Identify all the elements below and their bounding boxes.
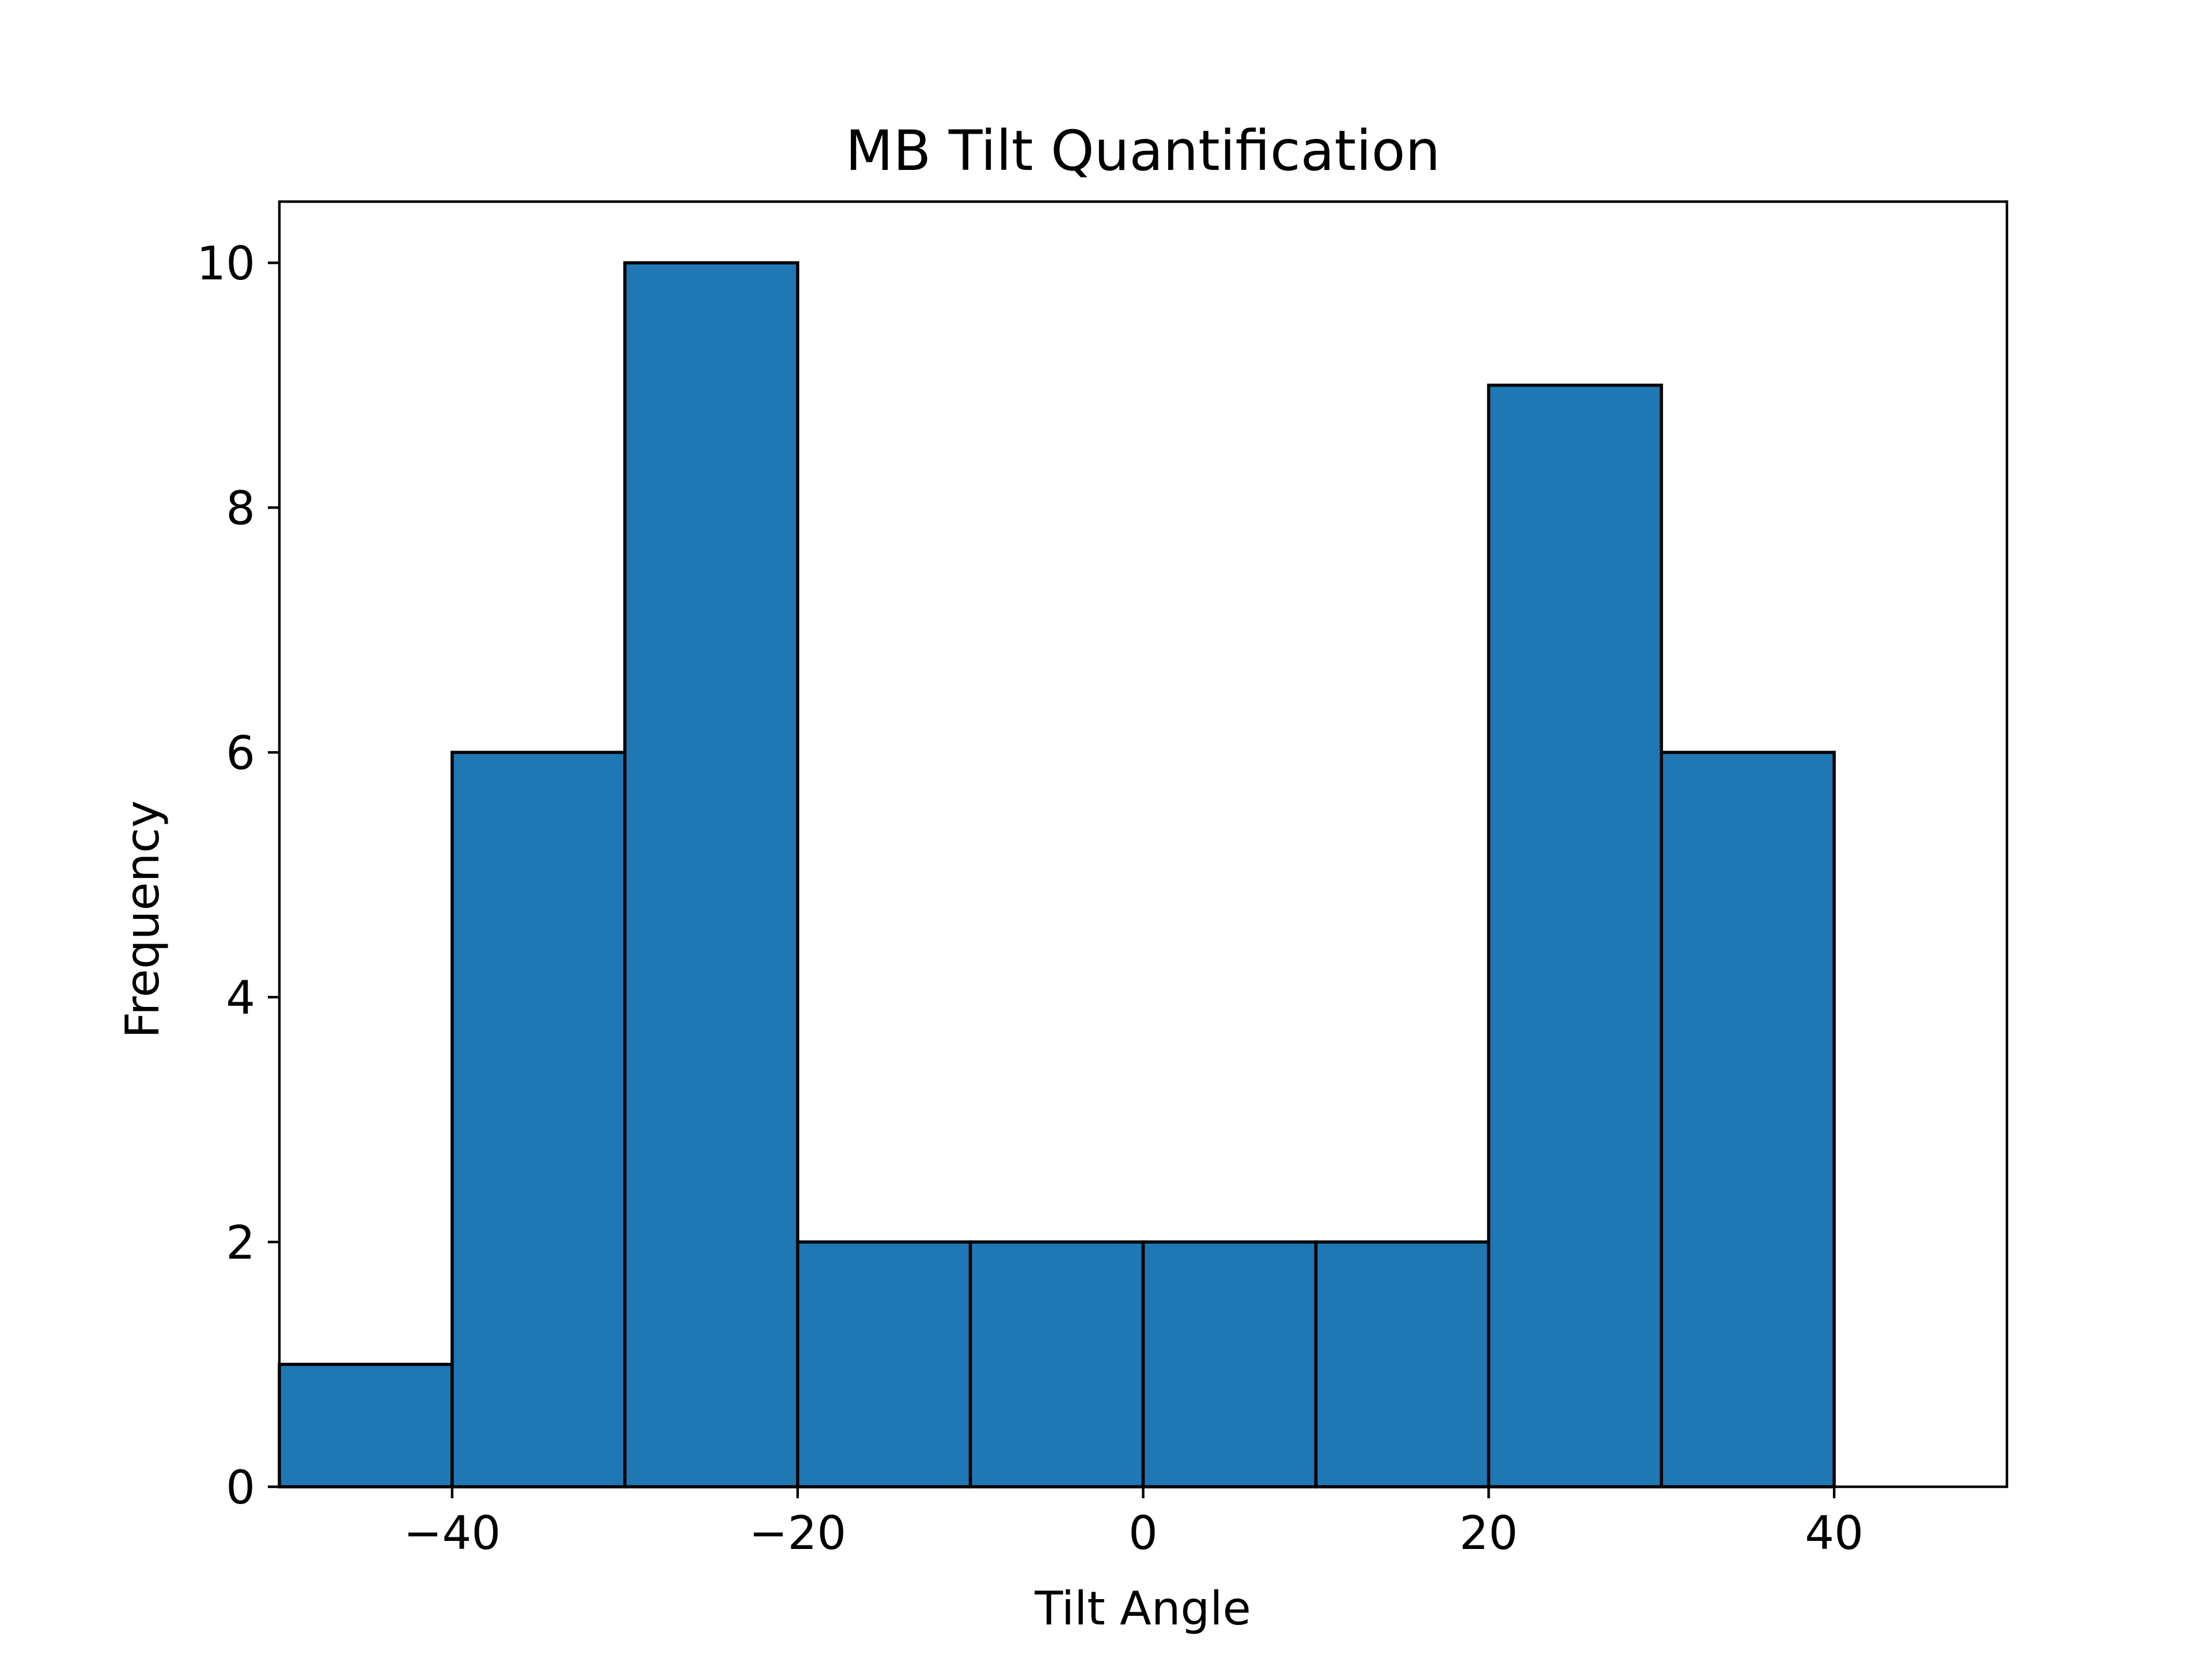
histogram-bar	[1487, 383, 1663, 1488]
y-axis-label: Frequency	[116, 800, 169, 1038]
histogram-bar	[968, 1240, 1145, 1488]
x-tick-label: 40	[1805, 1506, 1863, 1560]
histogram-bar	[1660, 751, 1836, 1488]
x-tick-label: 20	[1459, 1506, 1518, 1560]
histogram-bar	[278, 1362, 454, 1488]
y-tick-label: 10	[196, 237, 255, 290]
y-tick-label: 4	[226, 971, 255, 1025]
histogram-bar	[450, 751, 627, 1488]
histogram-bar	[1141, 1240, 1318, 1488]
y-tick-label: 0	[226, 1461, 255, 1514]
x-axis-ticks: −40 −20 0 20 40	[403, 1487, 1863, 1560]
y-axis-ticks: 0 2 4 6 8 10	[196, 237, 279, 1514]
x-tick-label: 0	[1128, 1506, 1158, 1560]
histogram-bar	[796, 1240, 972, 1488]
x-tick-label: −20	[749, 1506, 846, 1560]
x-tick-label: −40	[403, 1506, 501, 1560]
histogram-bar	[1314, 1240, 1491, 1488]
x-axis-label: Tilt Angle	[1034, 1582, 1251, 1635]
y-tick-label: 8	[226, 482, 255, 535]
y-tick-label: 6	[226, 726, 255, 780]
bars-group	[278, 261, 1836, 1488]
chart-title: MB Tilt Quantification	[846, 119, 1441, 183]
histogram-bar	[623, 261, 800, 1488]
y-tick-label: 2	[226, 1216, 255, 1270]
